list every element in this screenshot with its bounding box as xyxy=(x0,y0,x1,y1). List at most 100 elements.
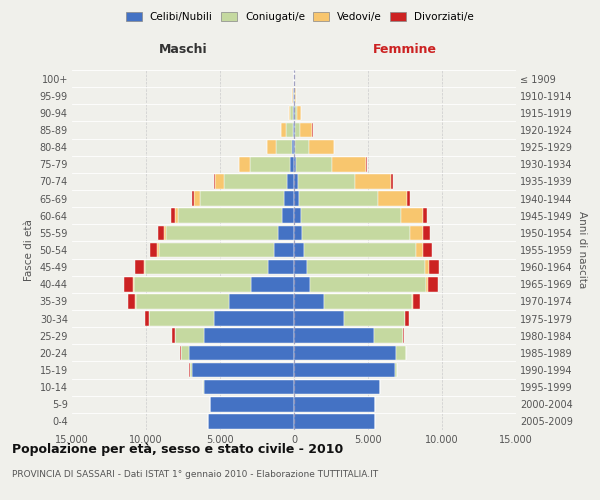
Bar xyxy=(214,312,294,326)
Bar xyxy=(251,277,294,291)
Bar xyxy=(294,174,298,188)
Bar xyxy=(124,277,133,291)
Bar xyxy=(290,106,293,120)
Bar xyxy=(180,346,181,360)
Bar xyxy=(278,226,294,240)
Bar xyxy=(166,226,278,240)
Bar xyxy=(268,260,294,274)
Bar xyxy=(391,174,393,188)
Bar xyxy=(136,260,144,274)
Bar xyxy=(423,242,432,258)
Bar xyxy=(145,260,268,274)
Bar xyxy=(377,192,407,206)
Bar xyxy=(250,157,290,172)
Bar xyxy=(295,140,308,154)
Bar xyxy=(429,260,439,274)
Bar xyxy=(175,328,204,343)
Legend: Celibi/Nubili, Coniugati/e, Vedovi/e, Divorziati/e: Celibi/Nubili, Coniugati/e, Vedovi/e, Di… xyxy=(122,8,478,26)
Bar xyxy=(304,242,416,258)
Bar xyxy=(406,312,409,326)
Bar xyxy=(307,260,425,274)
Bar xyxy=(181,346,189,360)
Bar xyxy=(274,242,294,258)
Bar xyxy=(275,140,292,154)
Bar xyxy=(290,157,294,172)
Bar xyxy=(172,328,175,343)
Bar xyxy=(224,174,287,188)
Bar xyxy=(344,312,405,326)
Bar xyxy=(145,312,149,326)
Bar xyxy=(412,294,413,308)
Text: Femmine: Femmine xyxy=(373,44,437,57)
Bar xyxy=(396,346,406,360)
Bar xyxy=(428,277,438,291)
Bar xyxy=(323,294,412,308)
Bar xyxy=(426,277,428,291)
Bar xyxy=(366,157,367,172)
Bar xyxy=(294,242,304,258)
Bar xyxy=(294,260,307,274)
Bar xyxy=(292,140,294,154)
Bar xyxy=(284,192,294,206)
Y-axis label: Fasce di età: Fasce di età xyxy=(24,219,34,281)
Bar xyxy=(294,380,380,394)
Bar xyxy=(423,226,430,240)
Bar xyxy=(294,294,323,308)
Bar xyxy=(295,122,301,138)
Bar xyxy=(294,312,344,326)
Bar xyxy=(293,122,294,138)
Bar xyxy=(189,346,294,360)
Bar xyxy=(134,277,251,291)
Bar xyxy=(214,174,215,188)
Bar xyxy=(192,362,294,378)
Text: Popolazione per età, sesso e stato civile - 2010: Popolazione per età, sesso e stato civil… xyxy=(12,442,343,456)
Bar xyxy=(289,106,290,120)
Bar xyxy=(308,140,334,154)
Bar xyxy=(294,157,296,172)
Bar xyxy=(355,174,391,188)
Bar xyxy=(295,88,296,103)
Bar xyxy=(268,140,275,154)
Text: Maschi: Maschi xyxy=(158,44,208,57)
Bar xyxy=(296,106,301,120)
Bar xyxy=(294,414,376,428)
Bar xyxy=(302,226,410,240)
Bar xyxy=(310,277,426,291)
Bar xyxy=(294,362,395,378)
Bar xyxy=(204,328,294,343)
Bar xyxy=(423,208,427,223)
Bar xyxy=(149,312,214,326)
Bar xyxy=(128,294,135,308)
Bar xyxy=(293,106,294,120)
Bar xyxy=(299,192,377,206)
Bar xyxy=(287,174,294,188)
Bar xyxy=(410,226,423,240)
Bar xyxy=(158,226,164,240)
Bar xyxy=(178,208,282,223)
Bar xyxy=(403,328,404,343)
Bar xyxy=(294,106,295,120)
Bar xyxy=(294,346,396,360)
Bar xyxy=(144,260,145,274)
Bar xyxy=(395,362,397,378)
Bar xyxy=(301,208,401,223)
Bar xyxy=(282,208,294,223)
Bar xyxy=(294,226,302,240)
Bar xyxy=(204,380,294,394)
Bar xyxy=(294,397,376,411)
Bar xyxy=(215,174,224,188)
Bar xyxy=(296,157,332,172)
Bar xyxy=(413,294,421,308)
Text: PROVINCIA DI SASSARI - Dati ISTAT 1° gennaio 2010 - Elaborazione TUTTITALIA.IT: PROVINCIA DI SASSARI - Dati ISTAT 1° gen… xyxy=(12,470,378,479)
Bar xyxy=(416,242,423,258)
Bar xyxy=(374,328,403,343)
Bar xyxy=(192,192,194,206)
Bar xyxy=(175,208,178,223)
Y-axis label: Anni di nascita: Anni di nascita xyxy=(577,212,587,288)
Bar xyxy=(294,208,301,223)
Bar xyxy=(294,277,310,291)
Bar xyxy=(294,192,299,206)
Bar xyxy=(229,294,294,308)
Bar xyxy=(150,242,157,258)
Bar xyxy=(133,277,134,291)
